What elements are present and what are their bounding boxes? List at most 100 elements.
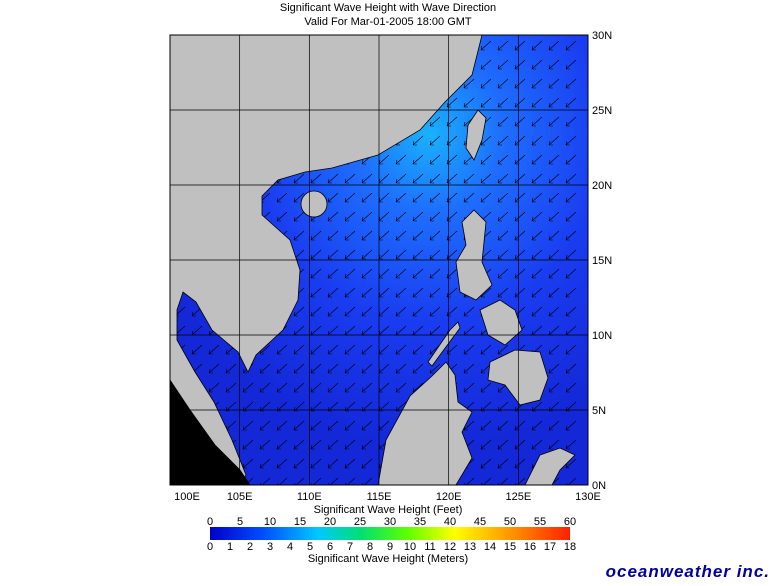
arrow	[531, 249, 543, 260]
arrow	[361, 382, 373, 393]
arrow	[548, 116, 560, 127]
arrow	[412, 268, 424, 279]
arrow	[327, 173, 339, 184]
arrow	[480, 97, 492, 108]
lat-tick-label: 20N	[592, 180, 612, 192]
colorbar-ticks: 0 5 10 15 20 25 30 35 40 45 50 55 600 1 2 3 4 5 6 7 8 9 10 11 12…	[207, 516, 576, 553]
arrow	[497, 192, 509, 203]
lon-tick-label: 105E	[227, 491, 253, 503]
arrow	[515, 477, 526, 485]
arrow	[242, 439, 254, 450]
meters-tick-label: 0	[207, 541, 213, 553]
arrow	[260, 477, 271, 485]
sulawesi	[524, 447, 576, 485]
arrow	[412, 192, 424, 203]
title: Significant Wave Height with Wave Direct…	[280, 2, 496, 14]
arrow	[412, 135, 424, 146]
arrow	[412, 249, 424, 260]
arrow	[565, 268, 577, 279]
arrow	[497, 135, 509, 146]
arrow	[276, 382, 288, 393]
arrow	[344, 211, 356, 222]
arrow	[344, 382, 356, 393]
arrow	[310, 382, 322, 393]
arrow	[429, 154, 441, 165]
arrow	[480, 439, 492, 450]
arrow	[344, 230, 356, 241]
arrow	[566, 477, 577, 485]
arrow	[429, 287, 441, 298]
arrow	[531, 116, 543, 127]
arrow	[463, 363, 475, 374]
arrow	[531, 230, 543, 241]
arrow	[293, 192, 305, 203]
arrow	[327, 306, 339, 317]
lat-tick-label: 0N	[592, 480, 606, 492]
map-frame	[169, 34, 589, 486]
feet-tick-label: 5	[237, 516, 243, 528]
arrow	[344, 192, 356, 203]
meters-tick-label: 13	[464, 541, 476, 553]
arrow	[497, 154, 509, 165]
lon-tick-label: 115E	[367, 491, 392, 503]
arrow	[480, 135, 492, 146]
arrow	[208, 382, 220, 393]
arrow	[429, 135, 441, 146]
lon-tick-label: 110E	[297, 491, 322, 503]
meters-tick-label: 16	[524, 541, 536, 553]
meters-tick-label: 12	[444, 541, 456, 553]
meters-tick-label: 9	[387, 541, 393, 553]
arrow	[327, 420, 339, 431]
arrow	[497, 458, 509, 469]
arrow	[310, 458, 322, 469]
arrow	[565, 59, 577, 70]
arrow	[548, 154, 560, 165]
arrow	[361, 268, 373, 279]
arrow	[531, 173, 543, 184]
arrow	[464, 477, 475, 485]
arrow	[344, 363, 356, 374]
arrow	[412, 173, 424, 184]
arrow	[310, 173, 322, 184]
arrow	[480, 173, 492, 184]
arrow	[293, 439, 305, 450]
arrow	[480, 154, 492, 165]
arrow	[429, 363, 441, 374]
arrow	[565, 420, 577, 431]
arrow	[412, 363, 424, 374]
arrow	[481, 477, 492, 485]
arrow	[344, 306, 356, 317]
meters-tick-label: 7	[347, 541, 353, 553]
lon-tick-label: 100E	[174, 491, 200, 503]
arrow	[412, 344, 424, 355]
arrow	[293, 382, 305, 393]
arrow	[310, 249, 322, 260]
lat-tick-label: 30N	[592, 30, 612, 42]
meters-tick-label: 4	[287, 541, 293, 553]
arrow	[531, 287, 543, 298]
arrow	[327, 211, 339, 222]
arrow	[565, 287, 577, 298]
arrow	[531, 154, 543, 165]
feet-tick-label: 55	[534, 516, 546, 528]
arrow	[548, 211, 560, 222]
arrow	[310, 230, 322, 241]
colorbar-feet-label: Significant Wave Height (Feet)	[314, 504, 463, 516]
arrow	[531, 97, 543, 108]
lon-tick-label: 130E	[575, 491, 601, 503]
lon-tick-label: 125E	[505, 491, 531, 503]
arrow	[225, 363, 237, 374]
arrow	[276, 344, 288, 355]
arrow	[497, 249, 509, 260]
arrow	[429, 268, 441, 279]
arrow	[344, 173, 356, 184]
arrow	[463, 173, 475, 184]
subtitle: Valid For Mar-01-2005 18:00 GMT	[304, 16, 472, 28]
arrow	[395, 268, 407, 279]
arrow	[395, 344, 407, 355]
arrow	[361, 439, 373, 450]
meters-tick-label: 5	[307, 541, 313, 553]
arrow	[480, 382, 492, 393]
arrow	[259, 420, 271, 431]
arrow	[276, 211, 288, 222]
